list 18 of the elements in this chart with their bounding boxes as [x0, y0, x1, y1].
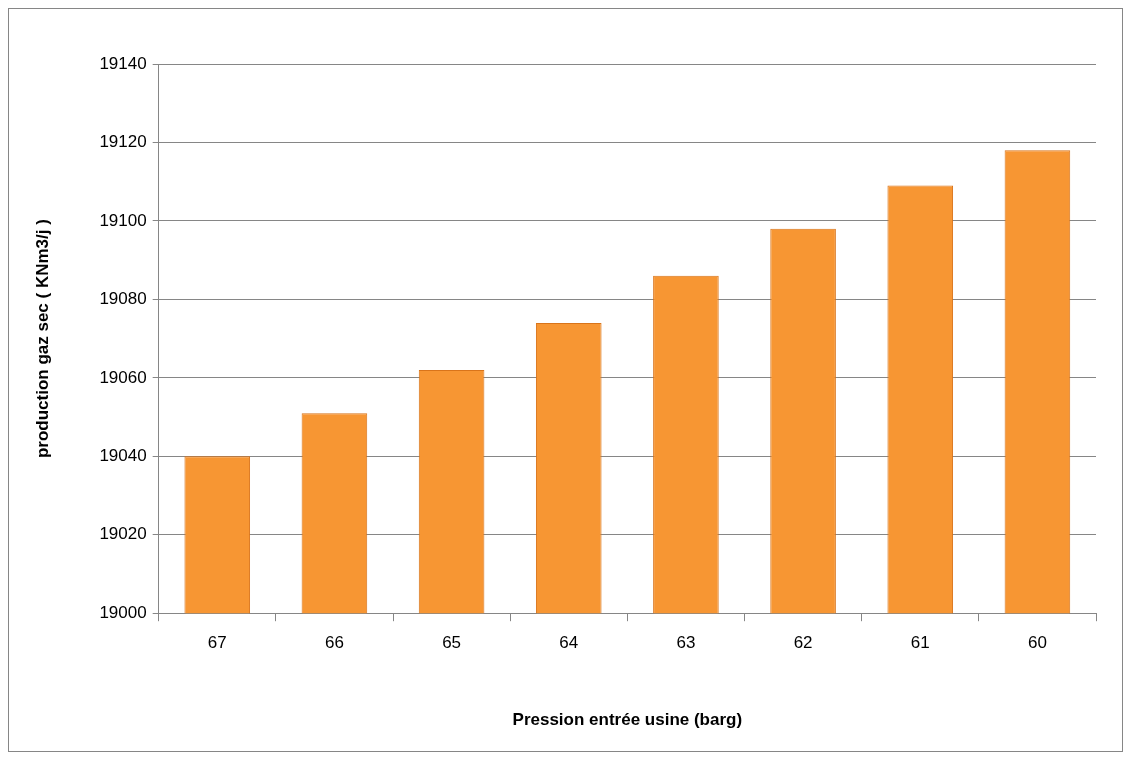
x-tick-label: 61	[910, 633, 930, 653]
y-tick-label: 19020	[99, 524, 147, 544]
x-tick-label: 66	[324, 633, 344, 653]
y-axis-title: production gaz sec ( KNm3/j )	[32, 219, 52, 459]
y-tick-label: 19100	[99, 210, 147, 230]
y-tick-label: 19140	[99, 53, 147, 73]
y-tick-label: 19060	[99, 367, 147, 387]
x-tick-label: 65	[442, 633, 462, 653]
x-tick-label: 60	[1027, 633, 1047, 653]
x-tick-label: 62	[793, 633, 813, 653]
y-tick-label: 19000	[99, 602, 147, 622]
y-tick-label: 19120	[99, 132, 147, 152]
y-tick-label: 19040	[99, 445, 147, 465]
y-tick-label: 19080	[99, 289, 147, 309]
x-tick-label: 64	[559, 633, 579, 653]
x-tick-label: 63	[676, 633, 696, 653]
x-axis-title: Pression entrée usine (barg)	[512, 710, 743, 730]
x-tick-label: 67	[207, 633, 227, 653]
